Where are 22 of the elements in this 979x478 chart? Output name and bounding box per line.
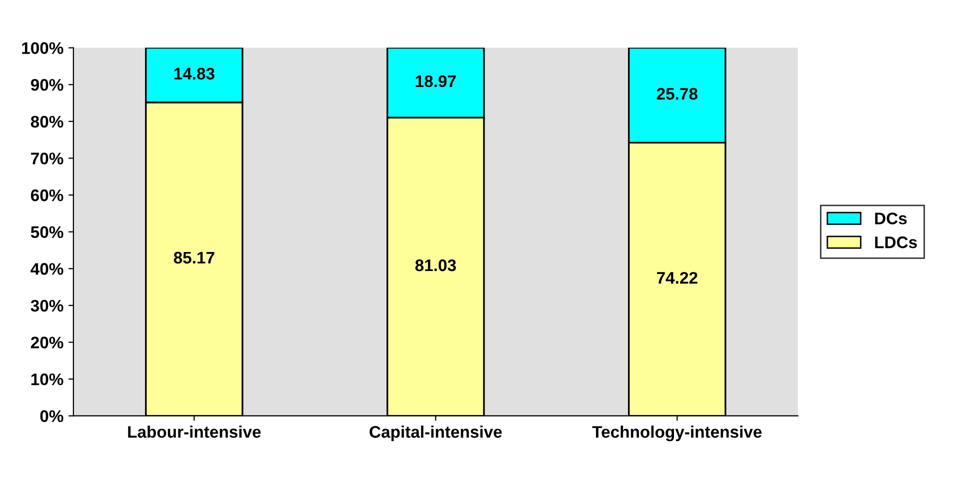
y-tick-label: 80% bbox=[30, 116, 64, 128]
x-tick-label: Capital-intensive bbox=[370, 426, 502, 442]
y-tick-label: 100% bbox=[22, 42, 64, 54]
legend-label: DCs bbox=[875, 212, 907, 224]
y-tick-label: 70% bbox=[31, 152, 64, 164]
y-tick-label: 10% bbox=[31, 373, 64, 386]
y-tick-label: 60% bbox=[30, 189, 64, 202]
y-tick-label: 90% bbox=[30, 79, 64, 91]
data-label: 14.83 bbox=[174, 68, 214, 80]
data-label: 85.17 bbox=[174, 252, 214, 264]
data-label: 81.03 bbox=[415, 259, 456, 272]
y-tick-label: 0% bbox=[40, 410, 64, 422]
y-tick-label: 20% bbox=[30, 336, 64, 348]
x-tick-label: Technology-intensive bbox=[592, 426, 762, 442]
y-tick-label: 50% bbox=[30, 226, 64, 238]
legend-label: LDCs bbox=[875, 236, 917, 248]
data-label: 25.78 bbox=[656, 88, 698, 100]
x-tick-label: Labour-intensive bbox=[128, 426, 261, 438]
y-tick-label: 40% bbox=[30, 263, 64, 275]
y-tick-label: 30% bbox=[30, 300, 64, 312]
data-label: 18.97 bbox=[416, 75, 456, 88]
data-label: 74.22 bbox=[657, 272, 698, 284]
